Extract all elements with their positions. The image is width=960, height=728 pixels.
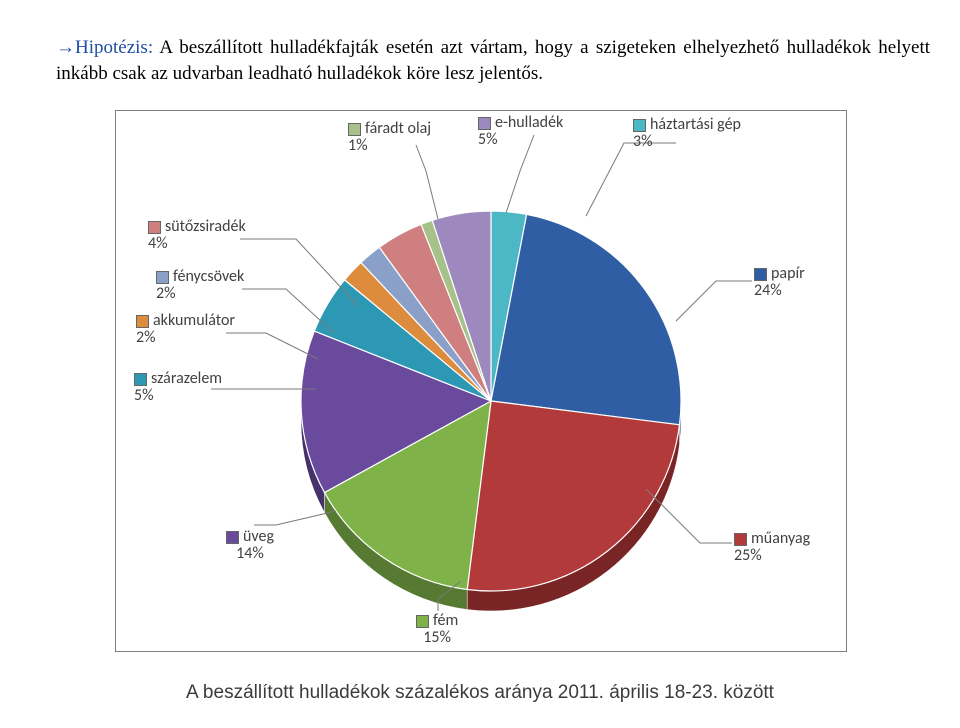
pie-label: üveg14% — [226, 529, 274, 563]
legend-swatch — [734, 533, 747, 546]
slice-percent: 2% — [136, 330, 235, 347]
slice-name: e-hulladék — [495, 113, 563, 132]
hypothesis-lead: Hipotézis: — [75, 37, 153, 58]
hypothesis-paragraph: →Hipotézis: A beszállított hulladékfajtá… — [56, 35, 930, 86]
slice-percent: 4% — [148, 236, 246, 253]
legend-swatch — [633, 119, 646, 132]
slice-percent: 5% — [134, 388, 222, 405]
pie-label: papír24% — [754, 266, 805, 300]
pie-chart: háztartási gép3% papír24% műanyag25% fém15%… — [116, 111, 846, 651]
pie-label: háztartási gép3% — [633, 117, 741, 151]
slice-name: fáradt olaj — [365, 119, 431, 138]
legend-swatch — [148, 221, 161, 234]
slice-percent: 5% — [478, 132, 563, 149]
legend-swatch — [478, 117, 491, 130]
legend-swatch — [136, 315, 149, 328]
pie-label: szárazelem5% — [134, 371, 222, 405]
pie-label: sütőzsiradék4% — [148, 219, 246, 253]
slice-percent: 24% — [754, 283, 805, 300]
slice-percent: 14% — [226, 546, 274, 563]
slice-name: sütőzsiradék — [165, 217, 246, 236]
pie-label: fém15% — [416, 613, 458, 647]
legend-swatch — [134, 373, 147, 386]
slice-name: háztartási gép — [650, 115, 741, 134]
chart-caption: A beszállított hulladékok százalékos ará… — [0, 682, 960, 704]
legend-swatch — [348, 123, 361, 136]
slice-percent: 1% — [348, 138, 431, 155]
pie-label: fénycsövek2% — [156, 269, 244, 303]
slice-percent: 3% — [633, 134, 741, 151]
legend-swatch — [754, 268, 767, 281]
slice-name: fénycsövek — [173, 267, 244, 286]
slice-name: akkumulátor — [153, 311, 235, 330]
pie-label: műanyag25% — [734, 531, 810, 565]
pie-label: akkumulátor2% — [136, 313, 235, 347]
pie-slice — [467, 401, 679, 591]
pie-label: e-hulladék5% — [478, 115, 563, 149]
slice-percent: 2% — [156, 286, 244, 303]
slice-name: szárazelem — [151, 369, 222, 388]
legend-swatch — [416, 615, 429, 628]
slice-percent: 25% — [734, 548, 810, 565]
legend-swatch — [226, 531, 239, 544]
slice-percent: 15% — [416, 630, 458, 647]
legend-swatch — [156, 271, 169, 284]
arrow-icon: → — [56, 37, 75, 58]
hypothesis-text: A beszállított hulladékfajták esetén azt… — [56, 37, 930, 84]
pie-chart-frame: háztartási gép3% papír24% műanyag25% fém15%… — [115, 110, 847, 652]
pie-label: fáradt olaj1% — [348, 121, 431, 155]
